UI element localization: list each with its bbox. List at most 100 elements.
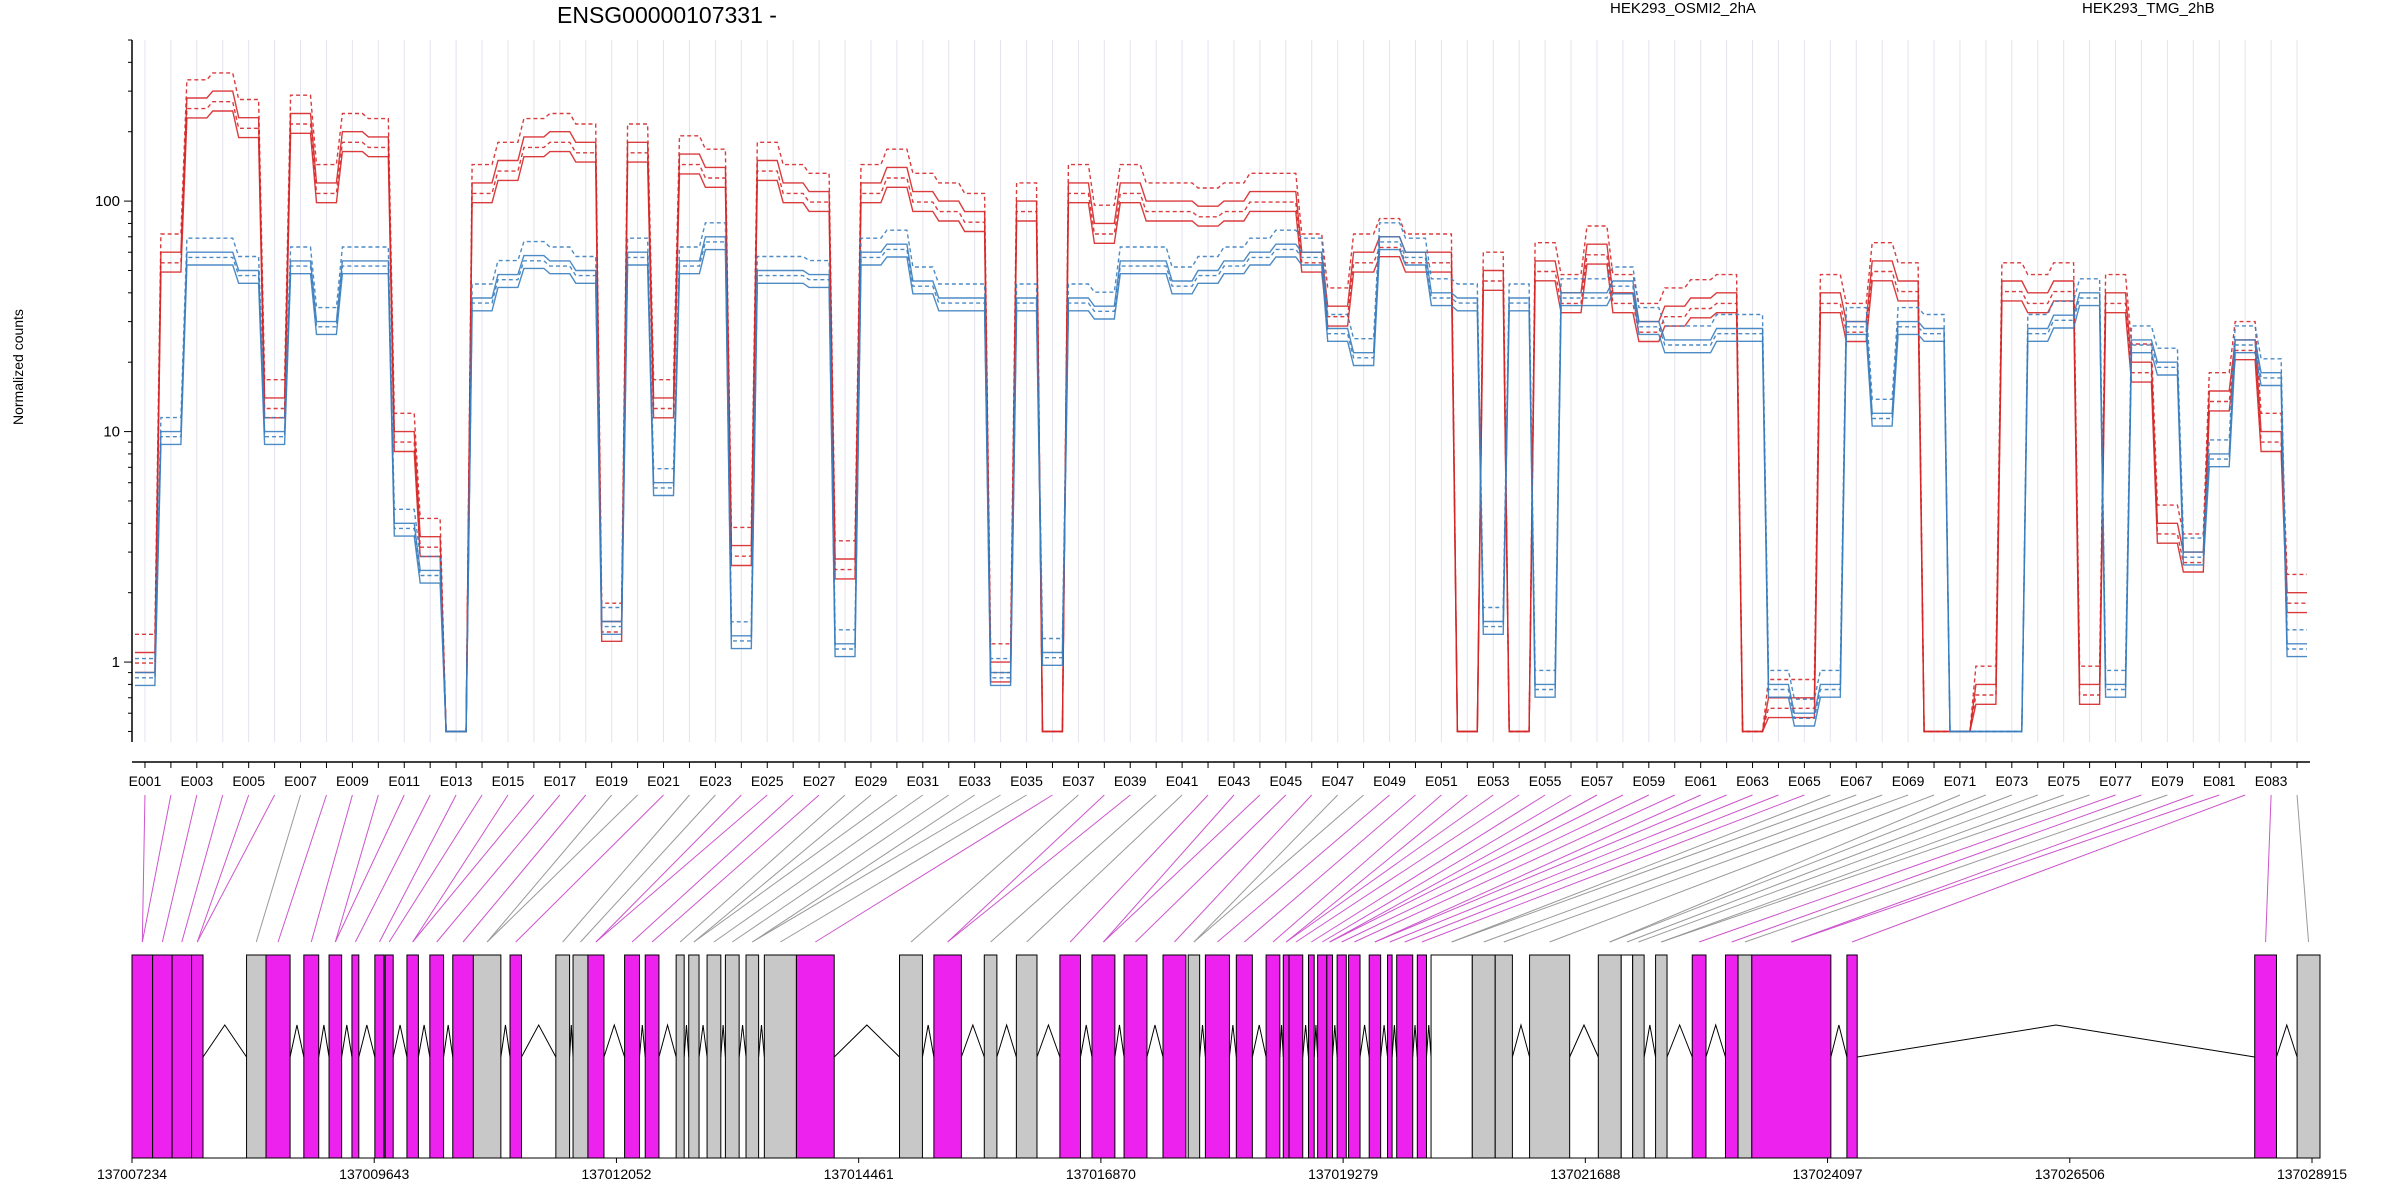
connector-line bbox=[1193, 794, 1339, 943]
x-tick-label: E015 bbox=[492, 773, 525, 789]
exon-block-differential bbox=[328, 954, 343, 1159]
coordinate-label: 137026506 bbox=[2035, 1166, 2105, 1182]
connector-line bbox=[562, 794, 690, 943]
connector-line bbox=[1698, 794, 2116, 943]
intron-line bbox=[1511, 1023, 1531, 1058]
connector-line bbox=[1374, 794, 1701, 943]
connector-line bbox=[1661, 794, 2090, 943]
connector-line bbox=[1329, 794, 1598, 943]
exon-block-differential bbox=[1326, 954, 1334, 1159]
series-line-osmi2 bbox=[135, 72, 2307, 733]
exon-block bbox=[724, 954, 740, 1159]
connector-line bbox=[1609, 794, 1961, 943]
connector-line bbox=[2265, 794, 2272, 943]
x-tick-label: E053 bbox=[1477, 773, 1510, 789]
connector-line bbox=[1451, 794, 1831, 943]
connector-line bbox=[436, 794, 561, 943]
intron-line bbox=[202, 1024, 247, 1058]
exon-block bbox=[1471, 954, 1496, 1159]
intron-line bbox=[960, 1023, 985, 1058]
exon-block-differential bbox=[374, 954, 385, 1159]
exon-block bbox=[706, 954, 722, 1159]
connector-line bbox=[515, 794, 664, 943]
connector-line bbox=[1421, 794, 1805, 943]
intron-line bbox=[1425, 1024, 1432, 1058]
connector-line bbox=[1483, 794, 1883, 943]
intron-line bbox=[996, 1023, 1017, 1058]
connector-line bbox=[1026, 794, 1183, 943]
exon-block-differential bbox=[429, 954, 445, 1159]
connector-line bbox=[1285, 794, 1468, 943]
connector-line bbox=[1744, 794, 2168, 943]
connector-line bbox=[1217, 794, 1390, 943]
intron-line bbox=[658, 1023, 677, 1058]
intron-line bbox=[1251, 1024, 1267, 1058]
exon-block-differential bbox=[1348, 954, 1361, 1159]
exon-block-differential bbox=[265, 954, 291, 1159]
exon-block bbox=[1494, 954, 1513, 1159]
connector-line bbox=[910, 794, 1079, 943]
exon-block bbox=[763, 954, 797, 1159]
x-tick-label: E065 bbox=[1788, 773, 1821, 789]
x-tick-label: E047 bbox=[1321, 773, 1354, 789]
series-line-tmg bbox=[135, 236, 2307, 733]
exon-block-differential bbox=[1307, 954, 1315, 1159]
intron-line bbox=[358, 1024, 376, 1058]
connector-line bbox=[378, 794, 457, 943]
connector-line bbox=[990, 794, 1157, 943]
x-tick-label: E013 bbox=[440, 773, 473, 789]
intron-line bbox=[392, 1024, 408, 1058]
intron-line bbox=[1830, 1024, 1848, 1058]
intron-line bbox=[638, 1024, 646, 1058]
intron-line bbox=[569, 1024, 574, 1058]
connector-line bbox=[388, 794, 483, 943]
x-tick-label: E003 bbox=[180, 773, 213, 789]
x-tick-label: E021 bbox=[647, 773, 680, 789]
exon-block-differential bbox=[1751, 954, 1832, 1159]
legend-entry-tmg: HEK293_TMG_2hB bbox=[2082, 0, 2215, 17]
exon-block-differential bbox=[1368, 954, 1382, 1159]
connector-line bbox=[1791, 794, 2220, 943]
intron-line bbox=[1080, 1024, 1093, 1058]
x-tick-label: E069 bbox=[1892, 773, 1925, 789]
intron-line bbox=[1332, 1024, 1338, 1058]
y-tick-label: 100 bbox=[95, 193, 120, 210]
connector-line bbox=[1174, 794, 1313, 943]
exon-block bbox=[1529, 954, 1571, 1159]
connector-line bbox=[354, 794, 431, 943]
exon-block bbox=[555, 954, 571, 1159]
connector-line bbox=[1311, 794, 1546, 943]
intron-line bbox=[341, 1024, 353, 1058]
x-tick-label: E049 bbox=[1373, 773, 1406, 789]
x-tick-label: E011 bbox=[388, 773, 420, 789]
connector-line bbox=[815, 794, 1053, 943]
exon-block-differential bbox=[191, 954, 204, 1159]
series-line-tmg bbox=[135, 241, 2307, 733]
gene-model: 137007234 137009643 137012052 137014461 1370… bbox=[97, 954, 2347, 1182]
connector-line bbox=[141, 794, 146, 943]
exon-block-differential bbox=[1288, 954, 1304, 1159]
intron-line bbox=[1643, 1024, 1657, 1058]
connector-line bbox=[141, 794, 172, 943]
connector-line bbox=[412, 794, 535, 943]
connector-line bbox=[1103, 794, 1261, 943]
connector-line bbox=[631, 794, 794, 943]
x-tick-label: E067 bbox=[1840, 773, 1873, 789]
x-tick-label: E073 bbox=[1995, 773, 2028, 789]
exon-block bbox=[1620, 954, 1634, 1159]
exon-block-differential bbox=[1846, 954, 1858, 1159]
intron-line bbox=[1114, 1024, 1125, 1058]
exon-block-differential bbox=[1396, 954, 1414, 1159]
connector-line bbox=[2296, 794, 2310, 943]
coordinate-label: 137007234 bbox=[97, 1166, 167, 1182]
connector-line bbox=[1285, 794, 1494, 943]
x-tick-label: E079 bbox=[2151, 773, 2184, 789]
coordinate-label: 137024097 bbox=[1793, 1166, 1863, 1182]
connector-line bbox=[462, 794, 587, 943]
series-line-osmi2 bbox=[135, 101, 2307, 733]
intron-line bbox=[2275, 1023, 2298, 1058]
x-tick-label: E039 bbox=[1114, 773, 1147, 789]
exon-block-differential bbox=[624, 954, 640, 1159]
exon-block-differential bbox=[1336, 954, 1347, 1159]
connector-line bbox=[1389, 794, 1753, 943]
